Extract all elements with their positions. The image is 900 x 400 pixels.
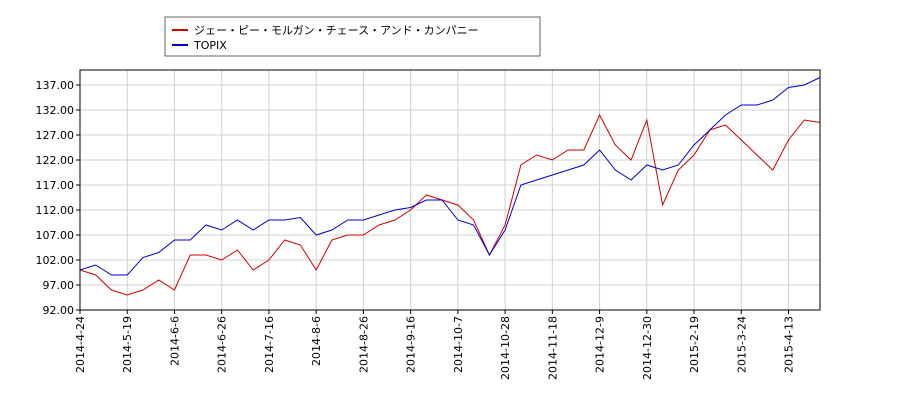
y-tick-label: 97.00	[43, 279, 75, 292]
x-tick-label: 2015-4-13	[783, 316, 796, 373]
x-tick-label: 2014-10-28	[499, 316, 512, 380]
plot-frame	[79, 69, 821, 311]
legend-label: TOPIX	[193, 39, 227, 52]
series-line	[79, 113, 821, 296]
x-tick-label: 2014-9-16	[405, 316, 418, 373]
y-tick-label: 112.00	[36, 204, 75, 217]
x-tick-label: 2014-4-24	[74, 316, 87, 373]
y-tick-label: 122.00	[36, 154, 75, 167]
y-tick-label: 132.00	[36, 104, 75, 117]
y-tick-label: 127.00	[36, 129, 75, 142]
x-tick-label: 2014-8-6	[310, 316, 323, 366]
series-line	[79, 77, 821, 276]
x-tick-label: 2014-6-6	[168, 316, 181, 366]
x-tick-label: 2015-2-19	[688, 316, 701, 373]
x-tick-label: 2014-11-18	[546, 316, 559, 380]
y-tick-label: 117.00	[36, 179, 75, 192]
x-tick-label: 2014-6-26	[216, 316, 229, 373]
x-tick-label: 2014-5-19	[121, 316, 134, 373]
y-tick-label: 137.00	[36, 79, 75, 92]
plot-border	[79, 69, 821, 311]
x-tick-label: 2014-8-26	[357, 316, 370, 373]
y-tick-label: 107.00	[36, 229, 75, 242]
x-tick-label: 2014-12-9	[594, 316, 607, 373]
x-tick-label: 2014-7-16	[263, 316, 276, 373]
legend-label: ジェー・ピー・モルガン・チェース・アンド・カンパニー	[194, 24, 479, 37]
x-tick-label: 2014-10-7	[452, 316, 465, 373]
y-tick-label: 102.00	[36, 254, 75, 267]
legend	[164, 16, 541, 57]
x-tick-label: 2014-12-30	[641, 316, 654, 380]
y-tick-label: 92.00	[43, 304, 75, 317]
x-tick-label: 2015-3-24	[735, 316, 748, 373]
